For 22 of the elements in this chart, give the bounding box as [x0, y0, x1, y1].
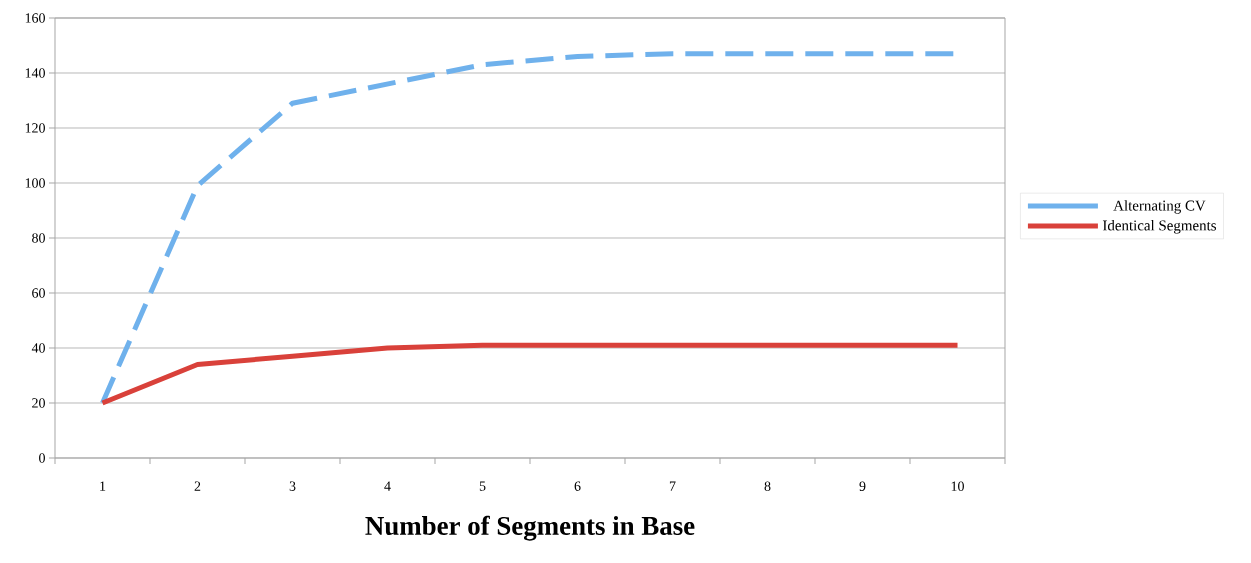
- x-tick-label: 5: [479, 481, 486, 491]
- y-tick-label: 40: [31, 343, 45, 353]
- x-tick-label: 4: [384, 481, 391, 491]
- x-tick-label: 10: [951, 481, 964, 491]
- legend-label: Alternating CV: [1113, 200, 1206, 214]
- legend-label: Identical Segments: [1102, 219, 1216, 234]
- x-tick-label: 7: [669, 481, 676, 491]
- x-tick-label: 1: [100, 481, 106, 491]
- y-tick-label: 160: [25, 13, 45, 23]
- x-tick-label: 8: [764, 481, 771, 491]
- y-tick-label: 0: [39, 453, 45, 463]
- x-tick-label: 3: [289, 481, 296, 491]
- x-axis-title: Number of Segments in Base: [365, 515, 695, 541]
- y-tick-label: 20: [32, 398, 45, 408]
- y-tick-label: 60: [32, 288, 45, 298]
- y-tick-label: 140: [25, 68, 45, 78]
- y-tick-label: 80: [32, 233, 45, 243]
- x-tick-label: 2: [194, 481, 201, 491]
- y-tick-label: 100: [25, 178, 45, 188]
- y-tick-label: 120: [25, 123, 45, 133]
- x-tick-label: 9: [859, 481, 866, 491]
- x-tick-label: 6: [574, 481, 581, 491]
